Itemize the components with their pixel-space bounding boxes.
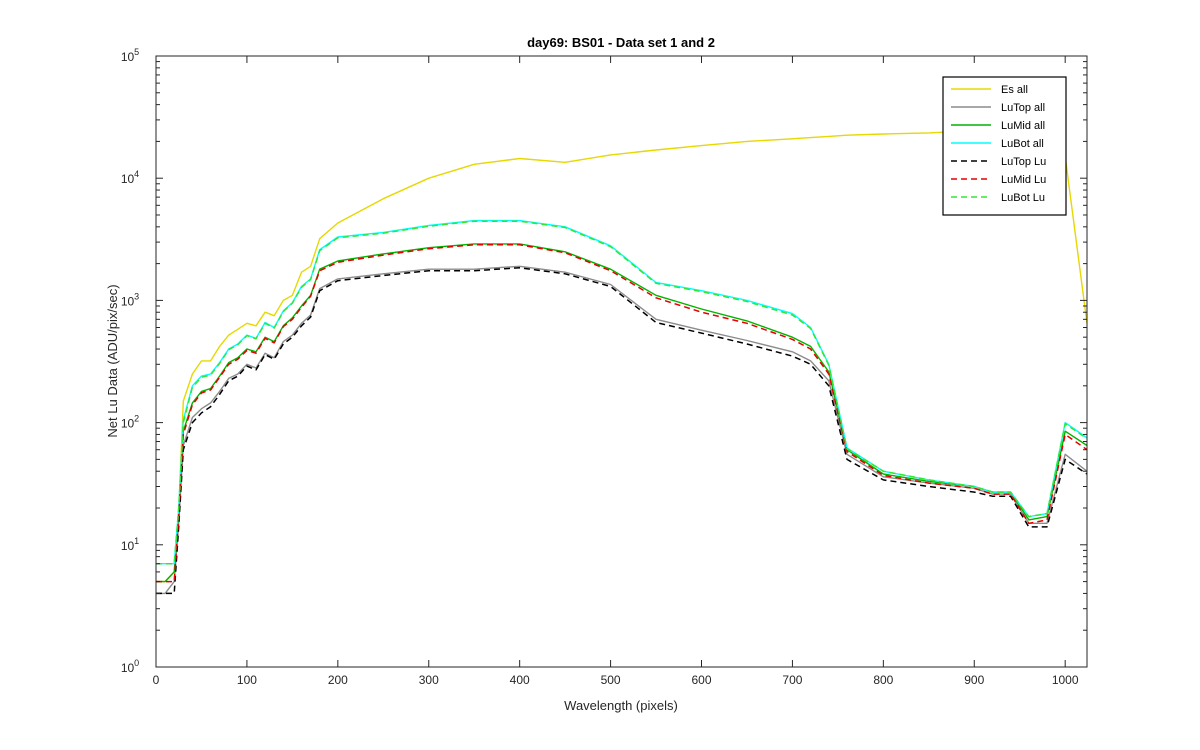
x-tick-label: 700 (782, 673, 802, 687)
x-tick-label: 800 (873, 673, 893, 687)
legend-label-2: LuMid all (1001, 120, 1045, 132)
series-line-5 (156, 244, 1087, 583)
x-tick-label: 600 (691, 673, 711, 687)
legend: Es all LuTop all LuMid all LuBot all LuTop L… (942, 76, 1067, 216)
series-line-4 (156, 267, 1087, 595)
y-axis-label: Net Lu Data (ADU/pix/sec) (105, 284, 120, 437)
legend-box (942, 76, 1067, 216)
x-axis: 0 100 200 300 400 500 600 700 800 900 1000 (153, 56, 1079, 687)
legend-label-4: LuTop Lu (1001, 156, 1046, 168)
plot-frame (155, 55, 1088, 668)
x-tick-label: 900 (964, 673, 984, 687)
x-tick-label: 200 (328, 673, 348, 687)
series-line-0 (156, 129, 1087, 583)
legend-label-5: LuMid Lu (1001, 174, 1046, 186)
series-line-2 (156, 243, 1087, 583)
y-tick-label: 105 (121, 47, 139, 64)
y-tick-label: 104 (121, 169, 139, 186)
legend-label-1: LuTop all (1001, 102, 1045, 114)
x-tick-label: 1000 (1052, 673, 1079, 687)
y-tick-label: 103 (121, 291, 139, 308)
y-tick-label: 100 (121, 658, 139, 675)
y-axis: 100 101 102 103 104 105 (121, 47, 1087, 675)
series-layer (156, 129, 1087, 595)
series-line-6 (156, 220, 1087, 565)
x-tick-label: 100 (237, 673, 257, 687)
y-tick-label: 101 (121, 536, 139, 553)
x-tick-label: 300 (419, 673, 439, 687)
y-tick-label: 102 (121, 414, 139, 431)
series-line-3 (156, 219, 1087, 565)
legend-label-0: Es all (1001, 84, 1028, 96)
legend-label-3: LuBot all (1001, 138, 1044, 150)
legend-label-6: LuBot Lu (1001, 192, 1045, 204)
x-tick-label: 500 (601, 673, 621, 687)
chart-title: day69: BS01 - Data set 1 and 2 (527, 35, 715, 50)
x-tick-label: 0 (153, 673, 160, 687)
x-tick-label: 400 (510, 673, 530, 687)
plot-area (156, 56, 1087, 667)
x-axis-label: Wavelength (pixels) (564, 698, 678, 713)
